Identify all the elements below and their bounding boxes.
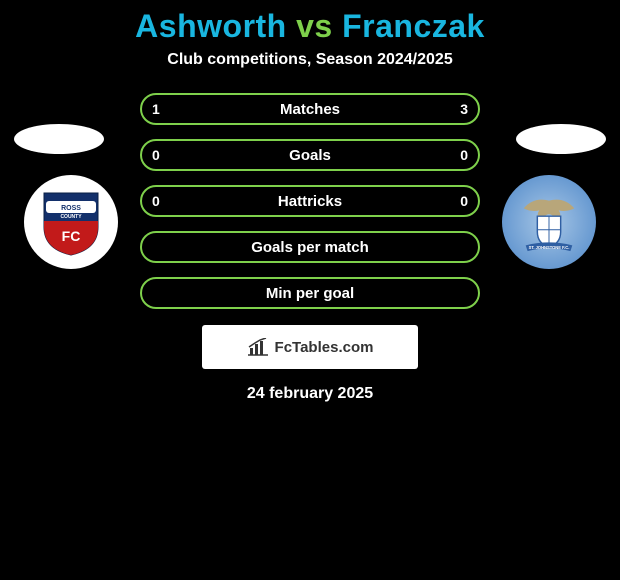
date: 24 february 2025 [0,385,620,403]
stat-row: 0 Hattricks 0 [140,185,480,217]
country-flag-left [14,124,104,154]
player1-name: Ashworth [135,8,287,44]
stat-right-value: 0 [454,193,468,209]
country-flag-right [516,124,606,154]
stat-label: Hattricks [278,193,342,210]
stat-left-value: 1 [152,101,166,117]
svg-text:COUNTY: COUNTY [60,214,82,220]
club-crest-right: ST. JOHNSTONE F.C. [502,175,596,269]
stat-label: Goals [289,147,331,164]
stat-label: Min per goal [266,285,354,302]
svg-text:FC: FC [62,228,81,244]
svg-text:ROSS: ROSS [61,205,81,212]
subtitle: Club competitions, Season 2024/2025 [0,51,620,69]
crest-left-inner: ROSS COUNTY FC [36,187,106,257]
stat-left-value: 0 [152,147,166,163]
stat-row: Goals per match [140,231,480,263]
stat-label: Matches [280,101,340,118]
svg-text:ST. JOHNSTONE F.C.: ST. JOHNSTONE F.C. [529,245,570,250]
comparison-title: Ashworth vs Franczak [0,8,620,45]
stat-left-value: 0 [152,193,166,209]
stat-row: 0 Goals 0 [140,139,480,171]
stat-label: Goals per match [251,239,369,256]
player2-name: Franczak [342,8,485,44]
stat-row: Min per goal [140,277,480,309]
stat-right-value: 3 [454,101,468,117]
stat-row: 1 Matches 3 [140,93,480,125]
bar-chart-icon [247,338,269,356]
brand-text: FcTables.com [275,339,374,356]
brand-box[interactable]: FcTables.com [202,325,418,369]
branding: FcTables.com [0,325,620,369]
crest-right-inner: ST. JOHNSTONE F.C. [514,187,584,257]
stat-right-value: 0 [454,147,468,163]
vs-separator: vs [296,8,333,44]
club-crest-left: ROSS COUNTY FC [24,175,118,269]
